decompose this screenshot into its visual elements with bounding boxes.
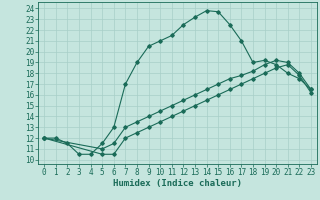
X-axis label: Humidex (Indice chaleur): Humidex (Indice chaleur) — [113, 179, 242, 188]
